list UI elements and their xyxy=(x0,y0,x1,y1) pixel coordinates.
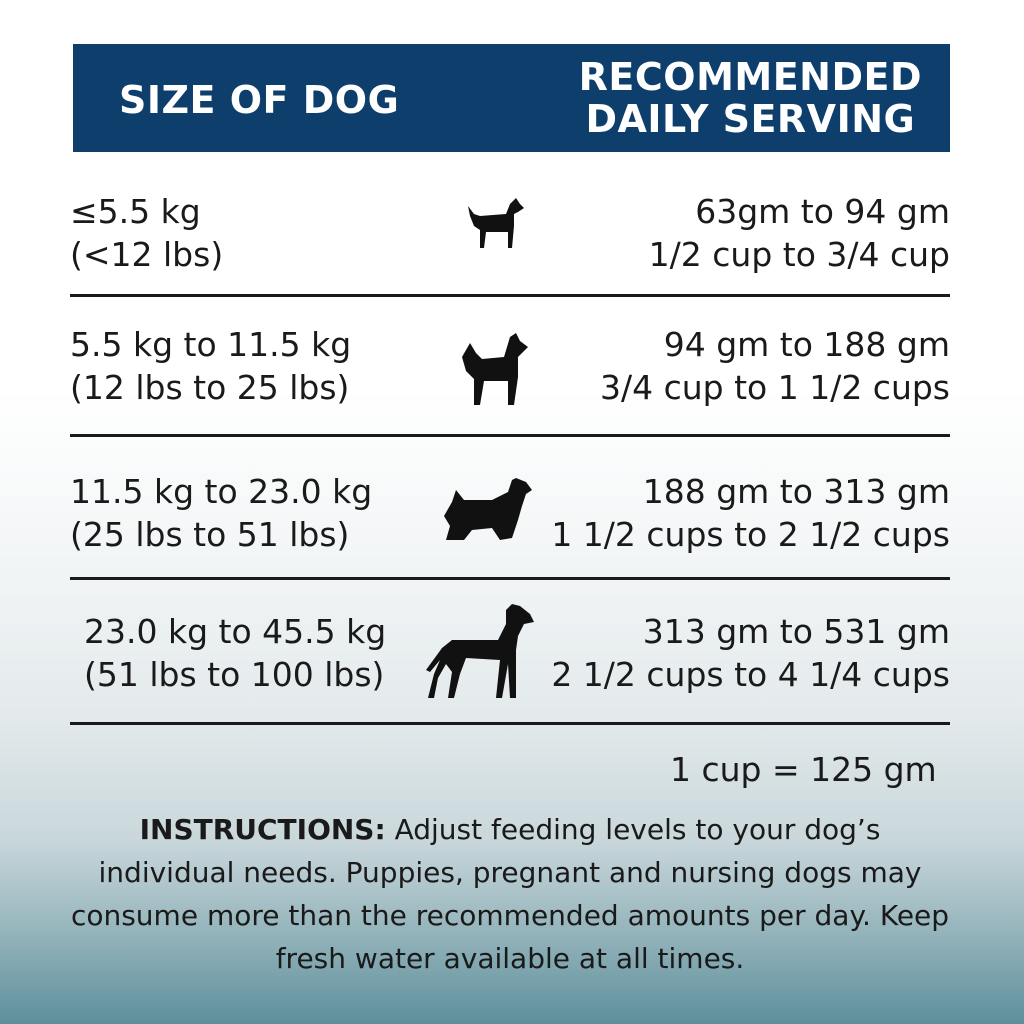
dog-size: 11.5 kg to 23.0 kg (25 lbs to 51 lbs) xyxy=(70,470,372,556)
serving-cups: 3/4 cup to 1 1/2 cups xyxy=(600,368,950,407)
heading-line: RECOMMENDED xyxy=(578,55,922,99)
size-lbs: (12 lbs to 25 lbs) xyxy=(70,368,350,407)
serving-grams: 63gm to 94 gm xyxy=(695,192,950,231)
heading-line: DAILY SERVING xyxy=(585,97,916,141)
cup-conversion: 1 cup = 125 gm xyxy=(670,750,937,789)
table-row: 23.0 kg to 45.5 kg (51 lbs to 100 lbs) 31… xyxy=(70,604,950,705)
great-dane-dog-icon xyxy=(426,604,534,698)
size-lbs: (<12 lbs) xyxy=(70,235,224,274)
table-row: 5.5 kg to 11.5 kg (12 lbs to 25 lbs) 94 g… xyxy=(70,323,950,413)
dog-size: 5.5 kg to 11.5 kg (12 lbs to 25 lbs) xyxy=(70,323,351,409)
size-lbs: (51 lbs to 100 lbs) xyxy=(84,655,385,694)
spaniel-dog-icon xyxy=(444,478,532,540)
small-terrier-dog-icon xyxy=(468,198,524,248)
serving-grams: 94 gm to 188 gm xyxy=(663,325,950,364)
table-row: ≤5.5 kg (<12 lbs) 63gm to 94 gm 1/2 cup to… xyxy=(70,190,950,280)
serving: 313 gm to 531 gm 2 1/2 cups to 4 1/4 cups xyxy=(551,610,950,696)
size-kg: 11.5 kg to 23.0 kg xyxy=(70,472,373,511)
dog-size: 23.0 kg to 45.5 kg (51 lbs to 100 lbs) xyxy=(84,610,386,696)
daily-serving-heading: RECOMMENDED DAILY SERVING xyxy=(579,56,922,140)
divider xyxy=(70,722,950,725)
size-kg: 5.5 kg to 11.5 kg xyxy=(70,325,352,364)
instructions-label: INSTRUCTIONS: xyxy=(139,813,386,846)
serving-cups: 2 1/2 cups to 4 1/4 cups xyxy=(551,655,950,694)
dog-size: ≤5.5 kg (<12 lbs) xyxy=(70,190,223,276)
size-kg: 23.0 kg to 45.5 kg xyxy=(84,612,387,651)
instructions-text: Adjust feeding levels to your dog’s indi… xyxy=(70,813,950,975)
serving-cups: 1 1/2 cups to 2 1/2 cups xyxy=(551,515,950,554)
size-kg: ≤5.5 kg xyxy=(70,192,201,231)
spitz-dog-icon xyxy=(462,333,528,405)
serving: 63gm to 94 gm 1/2 cup to 3/4 cup xyxy=(649,190,950,276)
divider xyxy=(70,294,950,297)
serving: 188 gm to 313 gm 1 1/2 cups to 2 1/2 cups xyxy=(551,470,950,556)
serving-grams: 188 gm to 313 gm xyxy=(642,472,950,511)
table-header: SIZE OF DOG RECOMMENDED DAILY SERVING xyxy=(73,44,950,152)
instructions: INSTRUCTIONS: Adjust feeding levels to y… xyxy=(70,808,950,980)
divider xyxy=(70,434,950,437)
divider xyxy=(70,577,950,580)
serving-cups: 1/2 cup to 3/4 cup xyxy=(648,235,950,274)
size-of-dog-heading: SIZE OF DOG xyxy=(119,78,400,122)
table-row: 11.5 kg to 23.0 kg (25 lbs to 51 lbs) 188… xyxy=(70,470,950,560)
size-lbs: (25 lbs to 51 lbs) xyxy=(70,515,350,554)
serving: 94 gm to 188 gm 3/4 cup to 1 1/2 cups xyxy=(600,323,950,409)
serving-grams: 313 gm to 531 gm xyxy=(642,612,950,651)
